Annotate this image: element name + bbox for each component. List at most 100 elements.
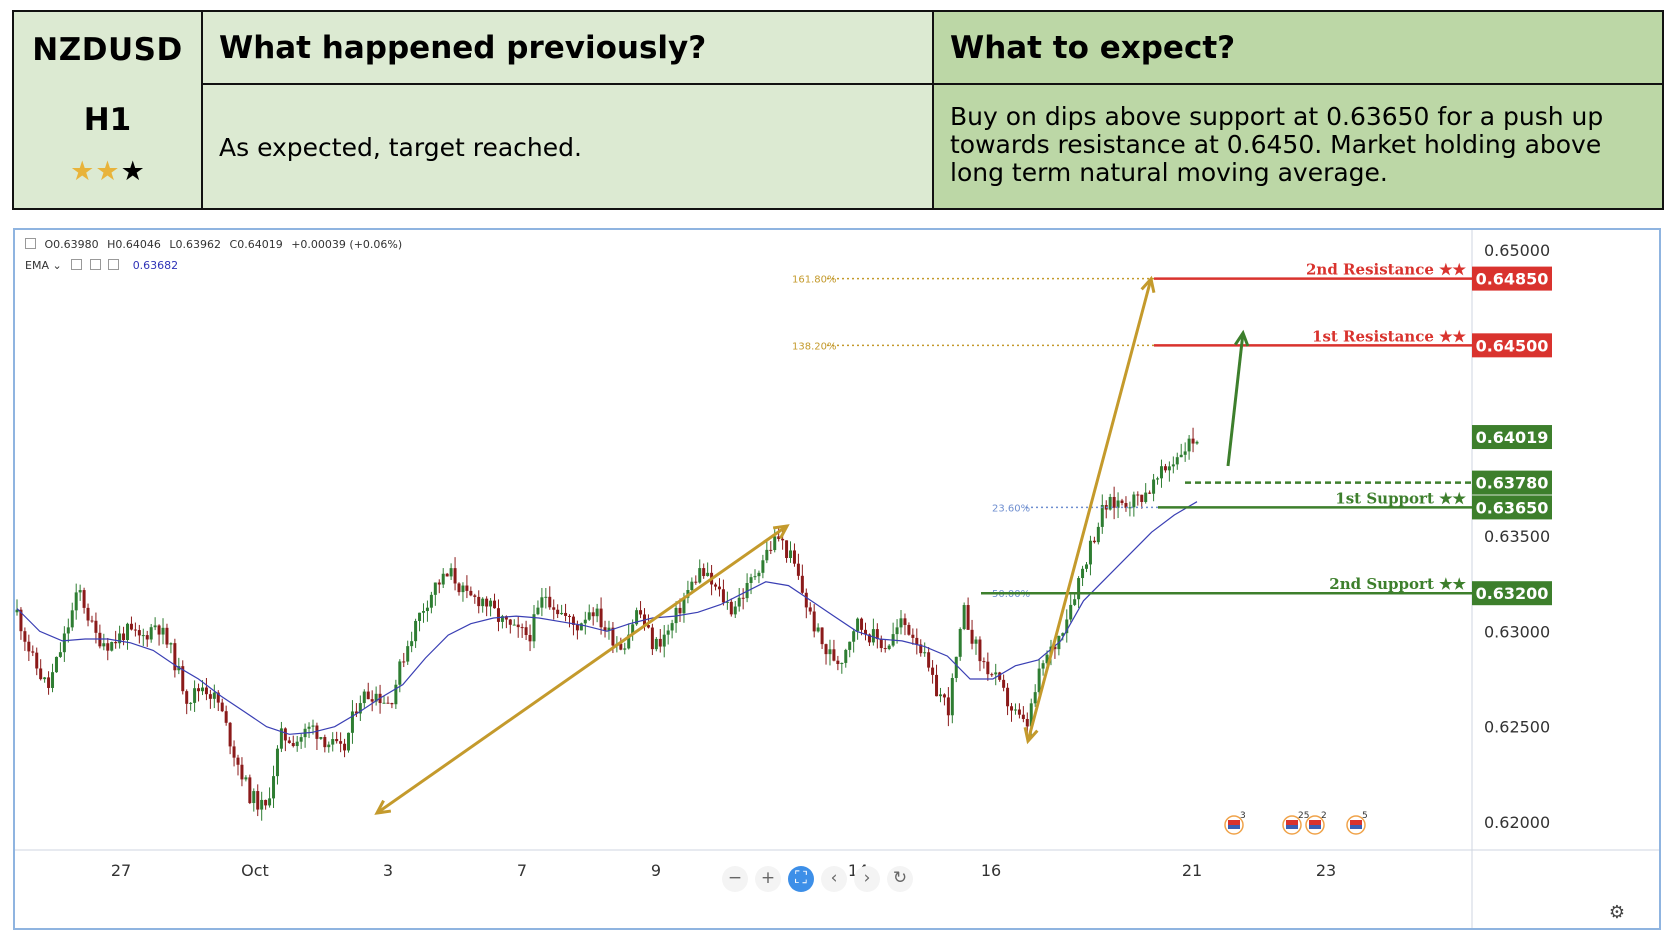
event-count: 5	[1362, 811, 1368, 821]
ohlc-open: O0.63980	[44, 238, 99, 251]
price-chart[interactable]: 0.62000 0.62500 0.63000 0.63500 0.65000 27 Oct…	[13, 228, 1661, 930]
chart-navigation-bar: − + ⛶ ‹ › ↻	[722, 866, 913, 892]
candle-body	[860, 618, 864, 630]
candle-body	[1132, 494, 1136, 508]
candle-body	[1183, 451, 1187, 455]
collapse-icon[interactable]	[25, 238, 36, 249]
candle-body	[548, 596, 552, 608]
candle-body	[994, 672, 998, 675]
candle-body	[1120, 500, 1124, 504]
candle-body	[1025, 718, 1029, 727]
candle-body	[907, 624, 911, 635]
support-label: 2nd Support ★★	[1329, 575, 1466, 593]
arrow-head-icon	[772, 524, 790, 540]
candle-body	[1096, 526, 1100, 543]
candle-body	[35, 652, 39, 669]
candle-body	[19, 609, 23, 632]
fib-level-label: 23.60%	[992, 503, 1030, 514]
candle-body	[106, 643, 110, 651]
y-tick-label: 0.62500	[1484, 718, 1550, 737]
event-flag-stripe	[1309, 820, 1321, 825]
candle-body	[429, 594, 433, 608]
candle-body	[931, 667, 935, 675]
candle-body	[552, 607, 556, 610]
candle-body	[927, 652, 931, 668]
candle-body	[268, 798, 272, 806]
settings-icon[interactable]	[89, 259, 101, 270]
candle-body	[761, 560, 765, 573]
candle-body	[185, 691, 189, 704]
event-count: 2	[1321, 811, 1327, 821]
x-tick-label: 7	[517, 861, 527, 880]
candle-body	[70, 610, 74, 628]
candle-body	[765, 549, 769, 561]
chevron-down-icon[interactable]: ⌄	[52, 259, 62, 272]
scroll-right-icon[interactable]: ›	[854, 866, 880, 892]
candle-body	[796, 563, 800, 576]
candle-body	[1108, 496, 1112, 510]
candle-body	[51, 672, 55, 688]
candle-body	[820, 627, 824, 645]
candle-body	[678, 607, 682, 614]
candle-body	[666, 630, 670, 635]
candle-body	[224, 711, 228, 723]
candle-body	[579, 623, 583, 631]
candle-body	[646, 625, 650, 628]
candle-body	[1006, 687, 1010, 707]
candle-body	[493, 600, 497, 609]
candle-body	[607, 627, 611, 631]
candle-body	[122, 633, 126, 641]
ema-legend[interactable]: EMA ⌄ 0.63682	[25, 259, 178, 272]
candle-body	[1088, 540, 1092, 565]
candle-body	[717, 586, 721, 590]
y-tick-label: 0.63000	[1484, 622, 1550, 641]
candle-body	[757, 572, 761, 577]
last-price-value: 0.64019	[1476, 428, 1549, 447]
event-flag-stripe	[1309, 825, 1321, 829]
refresh-icon[interactable]: ↻	[887, 866, 913, 892]
ema-label[interactable]: EMA	[25, 259, 49, 272]
ohlc-close: C0.64019	[229, 238, 283, 251]
candle-body	[587, 612, 591, 620]
candle-body	[544, 596, 548, 598]
candle-body	[540, 597, 544, 608]
rating-stars: ★ ★ ★	[70, 158, 145, 185]
gear-icon[interactable]: ⚙	[1608, 902, 1625, 923]
candle-body	[631, 624, 635, 635]
candle-body	[197, 688, 201, 692]
star-icon: ★	[120, 156, 145, 187]
reset-view-icon[interactable]: ⛶	[788, 866, 814, 892]
candle-body	[516, 624, 520, 628]
candle-body	[867, 634, 871, 643]
candle-body	[536, 607, 540, 615]
candle-body	[362, 691, 366, 704]
expect-text: Buy on dips above support at 0.63650 for…	[934, 85, 1662, 208]
close-icon[interactable]	[108, 259, 120, 270]
candle-body	[410, 641, 414, 647]
candle-body	[753, 576, 757, 578]
symbol-label: NZDUSD	[32, 32, 183, 68]
candle-body	[94, 620, 98, 633]
candle-body	[473, 595, 477, 597]
candle-body	[141, 635, 145, 637]
candle-body	[911, 634, 915, 638]
candle-body	[481, 598, 485, 607]
candle-body	[741, 597, 745, 599]
candle-body	[556, 609, 560, 615]
candle-body	[354, 711, 358, 714]
scroll-left-icon[interactable]: ‹	[821, 866, 847, 892]
candle-body	[485, 598, 489, 607]
candle-body	[871, 629, 875, 643]
candle-body	[200, 687, 204, 692]
previous-text: As expected, target reached.	[203, 85, 934, 208]
zoom-out-icon[interactable]: −	[722, 866, 748, 892]
resistance-label: 2nd Resistance ★★	[1306, 261, 1467, 279]
candle-body	[66, 627, 70, 634]
candle-body	[23, 631, 27, 642]
visibility-icon[interactable]	[71, 259, 83, 270]
zoom-in-icon[interactable]: +	[755, 866, 781, 892]
candle-body	[398, 661, 402, 685]
star-filled-icon: ★	[95, 156, 120, 187]
candle-body	[299, 737, 303, 742]
